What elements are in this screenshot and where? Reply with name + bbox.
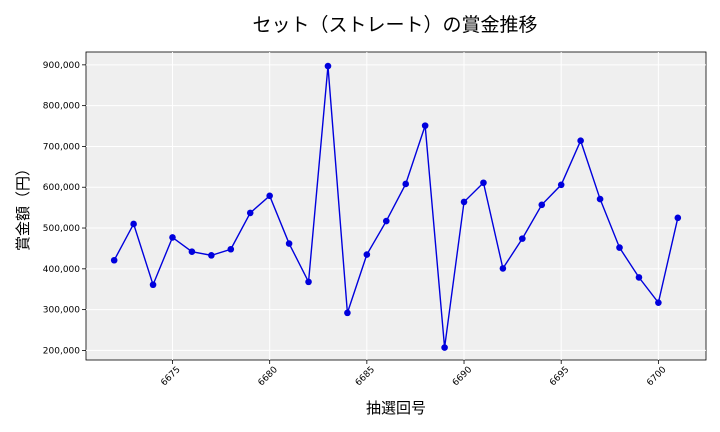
- series-layer: [110, 62, 682, 351]
- data-point: [480, 179, 487, 187]
- x-tick-label: 6690: [451, 365, 474, 388]
- plot-area: [85, 51, 707, 361]
- data-point: [382, 217, 390, 225]
- y-tick-label: 400,000: [43, 265, 80, 275]
- y-tick-label: 500,000: [43, 224, 80, 234]
- data-point: [499, 265, 507, 272]
- data-point: [538, 201, 546, 209]
- data-point: [519, 235, 526, 242]
- data-point: [285, 240, 293, 247]
- y-tick-label: 200,000: [43, 346, 80, 356]
- data-point: [421, 122, 429, 129]
- data-point: [169, 234, 176, 241]
- x-tick-label: 6685: [354, 365, 377, 388]
- y-tick-label: 800,000: [43, 102, 80, 112]
- data-point: [441, 344, 448, 351]
- data-point: [344, 309, 351, 317]
- data-point: [305, 278, 312, 286]
- data-point: [149, 281, 157, 289]
- data-point: [577, 137, 584, 145]
- data-point: [227, 245, 235, 253]
- data-point: [188, 248, 196, 255]
- data-point: [557, 181, 565, 189]
- data-point: [324, 62, 332, 70]
- x-tick-label: 6675: [159, 365, 182, 388]
- data-point: [246, 209, 254, 217]
- y-tick-label: 900,000: [43, 61, 80, 71]
- x-tick-label: 6695: [548, 365, 571, 388]
- data-point: [635, 274, 643, 281]
- x-tick-label: 6680: [257, 365, 280, 388]
- y-tick-label: 700,000: [43, 142, 80, 152]
- chart-title: セット（ストレート）の賞金推移: [252, 14, 537, 36]
- data-point: [460, 198, 468, 206]
- data-point: [655, 299, 662, 306]
- x-tick-label: 6700: [645, 365, 668, 388]
- data-point: [402, 180, 410, 188]
- y-tick-label: 600,000: [43, 183, 80, 193]
- data-point: [266, 192, 273, 200]
- data-point: [596, 195, 604, 203]
- y-axis-label: 賞金額（円）: [14, 161, 32, 251]
- data-point: [674, 214, 682, 222]
- data-point: [616, 244, 623, 251]
- y-tick-label: 300,000: [43, 306, 80, 316]
- data-point: [363, 251, 371, 258]
- x-axis-label: 抽選回号: [366, 399, 426, 417]
- data-point: [130, 220, 137, 228]
- grid: [86, 52, 706, 360]
- data-point: [110, 256, 118, 264]
- data-point: [208, 252, 215, 259]
